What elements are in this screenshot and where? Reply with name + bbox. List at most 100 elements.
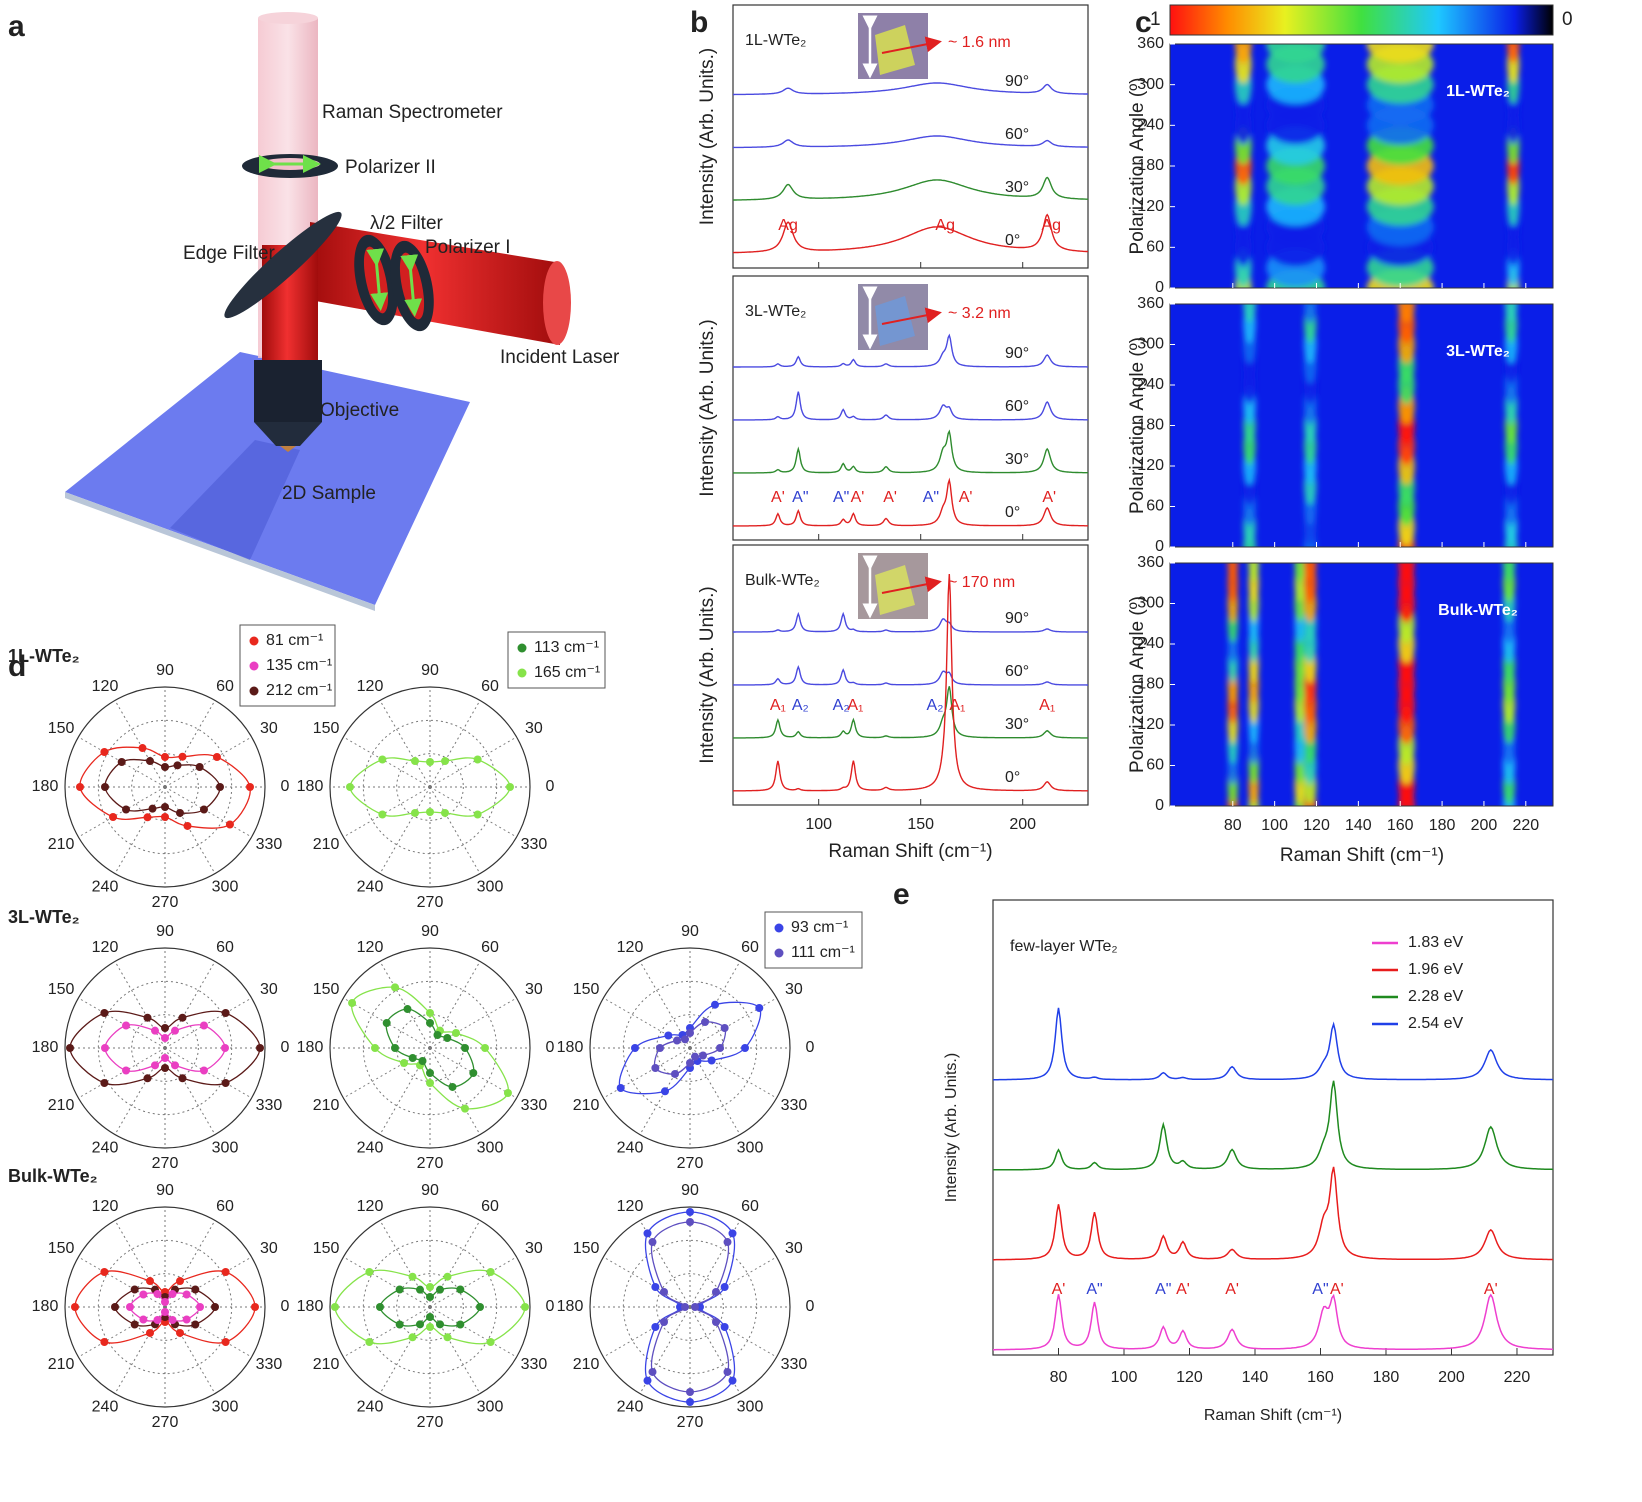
grid-spoke	[429, 786, 481, 874]
data-point	[161, 813, 169, 821]
data-point	[411, 757, 419, 766]
heat-cell	[1502, 563, 1516, 582]
data-point	[178, 752, 187, 761]
angle-tick-label: 300	[477, 879, 504, 896]
y-tick-label: 300	[1137, 76, 1164, 93]
grid-spoke	[429, 786, 517, 838]
data-point	[148, 804, 157, 813]
data-point	[168, 1315, 177, 1324]
angle-tick-label: 180	[557, 1039, 584, 1056]
setup-label: Polarizer I	[425, 237, 511, 258]
heatmap-background	[1170, 563, 1553, 806]
data-point	[221, 1268, 230, 1276]
peak-label: A'	[1052, 1281, 1066, 1298]
y-tick-label: 60	[1146, 757, 1164, 774]
plot-frame	[732, 4, 1089, 269]
data-point	[426, 1019, 434, 1027]
x-tick-label: 100	[1261, 817, 1288, 834]
grid-spoke	[164, 1047, 216, 1135]
y-tick-label: 180	[1137, 676, 1164, 693]
data-point	[616, 1084, 625, 1092]
angle-tick-label: 30	[525, 981, 543, 998]
data-point	[691, 1052, 699, 1061]
data-point	[408, 1054, 417, 1062]
colorbar-label: 1	[1150, 9, 1161, 30]
data-point	[151, 1026, 159, 1035]
data-point	[391, 983, 399, 992]
angle-tick-label: 30	[525, 1240, 543, 1257]
y-tick-label: 120	[1137, 457, 1164, 474]
grid-spoke	[164, 961, 216, 1049]
grid-circle	[396, 753, 464, 821]
heatmap-bands	[1227, 563, 1516, 806]
data-point	[403, 1005, 412, 1014]
x-tick-label: 160	[1387, 817, 1414, 834]
grid-spoke	[78, 1047, 166, 1099]
setup-illustration	[65, 12, 571, 611]
data-point	[143, 1074, 152, 1083]
spectrum	[993, 1007, 1554, 1081]
peak-label: A₁	[1039, 697, 1055, 714]
angle-tick-label: 60	[741, 1198, 759, 1215]
y-tick-label: 0	[1155, 279, 1164, 296]
data-point	[416, 1285, 424, 1294]
panel-label: b	[690, 6, 708, 39]
x-tick-label: 80	[1050, 1369, 1068, 1386]
legend-box	[507, 631, 606, 689]
data-point	[143, 813, 152, 822]
angle-tick-label: 210	[48, 836, 75, 853]
data-point	[661, 1087, 669, 1096]
data-point	[426, 1069, 434, 1077]
data-point	[433, 1031, 442, 1040]
angle-tick-label: 180	[557, 1298, 584, 1315]
grid-spoke	[639, 1220, 691, 1308]
angle-label: 30°	[1005, 451, 1029, 468]
pointer-arrow	[881, 576, 942, 594]
heatmap	[1170, 44, 1553, 288]
data-point	[122, 1066, 131, 1075]
sample-flake	[170, 440, 300, 560]
angle-tick-label: 30	[525, 720, 543, 737]
heat-cell	[1294, 563, 1305, 582]
sample-label: Bulk-WTe₂	[745, 572, 820, 589]
angle-tick-label: 150	[573, 981, 600, 998]
angle-tick-label: 330	[256, 1097, 283, 1114]
data-point	[100, 748, 109, 756]
peak-label: A'	[1330, 1281, 1344, 1298]
x-tick-label: 80	[1224, 817, 1242, 834]
data-point	[161, 1024, 169, 1032]
y-tick-label: 120	[1137, 716, 1164, 733]
data-point	[411, 808, 419, 817]
angle-tick-label: 240	[92, 879, 119, 896]
grid-spoke	[114, 786, 166, 874]
angle-tick-label: 300	[477, 1140, 504, 1157]
grid-circle	[131, 1014, 199, 1082]
grid-spoke	[114, 700, 166, 788]
grid-spoke	[429, 736, 517, 788]
x-tick-label: 180	[1373, 1369, 1400, 1386]
polar-frame	[64, 947, 266, 1149]
data-point	[251, 1303, 259, 1311]
grid-spoke	[689, 1256, 777, 1308]
heatmap	[1170, 304, 1553, 547]
x-tick-label: 150	[907, 816, 934, 833]
x-axis-label: Raman Shift (cm⁻¹)	[1280, 845, 1444, 866]
y-tick-label: 360	[1137, 295, 1164, 312]
grid-spoke	[164, 700, 216, 788]
grid-spoke	[343, 1256, 431, 1308]
data-point	[461, 1044, 469, 1052]
angle-tick-label: 210	[573, 1356, 600, 1373]
setup-label: Incident Laser	[500, 347, 620, 368]
legend-label: 81 cm⁻¹	[266, 632, 323, 649]
angle-tick-label: 150	[313, 1240, 340, 1257]
angle-tick-label: 330	[256, 836, 283, 853]
x-tick-label: 100	[1111, 1369, 1138, 1386]
angle-tick-label: 150	[48, 981, 75, 998]
panel-label: e	[893, 878, 910, 911]
data-point	[436, 1285, 444, 1294]
sample-label: 1L-WTe₂	[745, 32, 806, 49]
data-point	[130, 1285, 139, 1294]
x-tick-label: 160	[1307, 1369, 1334, 1386]
data-point	[211, 1303, 219, 1311]
data-point	[521, 1303, 529, 1311]
